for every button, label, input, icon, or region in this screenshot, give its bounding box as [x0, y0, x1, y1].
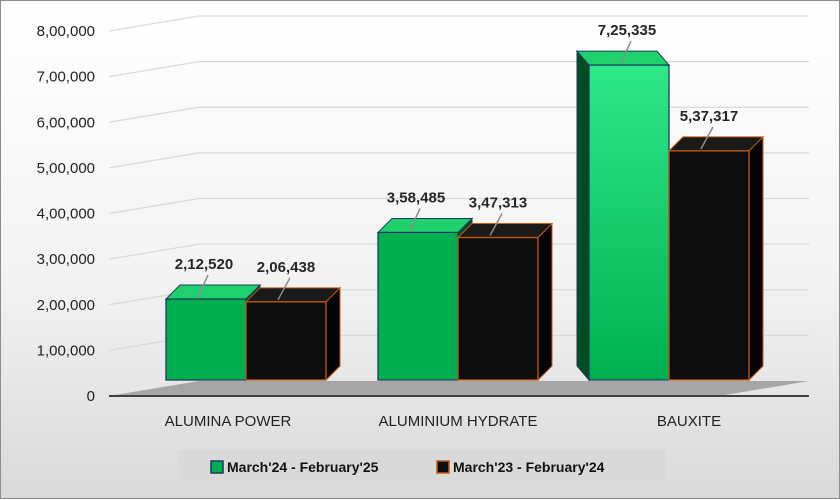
- data-label: 3,58,485: [387, 189, 445, 206]
- bar-top-face: [667, 136, 765, 152]
- bar: [377, 231, 459, 381]
- bar-top-face: [164, 284, 262, 300]
- bar-top-face: [244, 287, 342, 303]
- y-tick-label: 2,00,000: [37, 297, 95, 314]
- data-labels: 2,12,520 2,06,438 3,58,485 3,47,313 7,25,335…: [175, 22, 738, 301]
- bar: [165, 298, 247, 381]
- bar-side-face: [576, 49, 590, 382]
- data-label: 2,12,520: [175, 256, 233, 273]
- y-tick-label: 0: [87, 388, 95, 405]
- bar-side-face: [325, 286, 341, 382]
- bar-top-face: [376, 217, 474, 233]
- category-label: ALUMINIUM HYDRATE: [379, 413, 538, 430]
- category-label: ALUMINA POWER: [165, 413, 292, 430]
- gridline-diagonal: [108, 15, 200, 32]
- leader-line: [489, 213, 503, 236]
- bar: [588, 64, 670, 381]
- leader-line: [409, 208, 421, 231]
- leader-line: [620, 40, 632, 64]
- gridline-diagonal: [108, 106, 200, 123]
- data-label: 2,06,438: [257, 259, 315, 276]
- floor: [109, 381, 809, 396]
- legend-item: March'23 - February'24: [436, 459, 605, 475]
- bar: [245, 301, 327, 381]
- gridline-diagonal: [108, 197, 200, 215]
- legend-item: March'24 - February'25: [210, 459, 379, 475]
- legend-label: March'23 - February'24: [453, 459, 605, 475]
- gridline-diagonal: [108, 243, 200, 260]
- y-tick-label: 1,00,000: [37, 342, 95, 359]
- y-tick-label: 8,00,000: [37, 23, 95, 40]
- category-label: BAUXITE: [657, 413, 721, 430]
- bar-side-face: [748, 135, 764, 382]
- y-tick-label: 6,00,000: [37, 114, 95, 131]
- leader-line: [700, 126, 714, 150]
- legend-swatch: [436, 460, 450, 474]
- legend-box: [179, 450, 666, 484]
- legend: March'24 - February'25 March'23 - Februar…: [179, 450, 666, 484]
- bar: [457, 236, 539, 381]
- y-tick-label: 3,00,000: [37, 251, 95, 268]
- y-tick-label: 7,00,000: [37, 69, 95, 86]
- gridline-diagonal: [108, 61, 200, 78]
- y-axis: 0 1,00,000 2,00,000 3,00,000 4,00,000 5,00,00…: [37, 23, 95, 405]
- gridline-diagonal: [108, 152, 200, 169]
- y-tick-label: 4,00,000: [37, 206, 95, 223]
- data-label: 7,25,335: [598, 22, 656, 39]
- leader-line: [277, 277, 291, 301]
- data-label: 5,37,317: [680, 108, 738, 125]
- bar-top-face: [456, 223, 554, 239]
- x-axis: ALUMINA POWER ALUMINIUM HYDRATE BAUXITE: [165, 413, 721, 430]
- legend-label: March'24 - February'25: [227, 459, 379, 475]
- bars: [164, 49, 765, 382]
- y-tick-label: 5,00,000: [37, 160, 95, 177]
- data-label: 3,47,313: [469, 195, 527, 212]
- leader-line: [197, 274, 209, 298]
- legend-swatch: [210, 460, 224, 474]
- bar: [668, 150, 750, 381]
- bar-side-face: [537, 222, 553, 382]
